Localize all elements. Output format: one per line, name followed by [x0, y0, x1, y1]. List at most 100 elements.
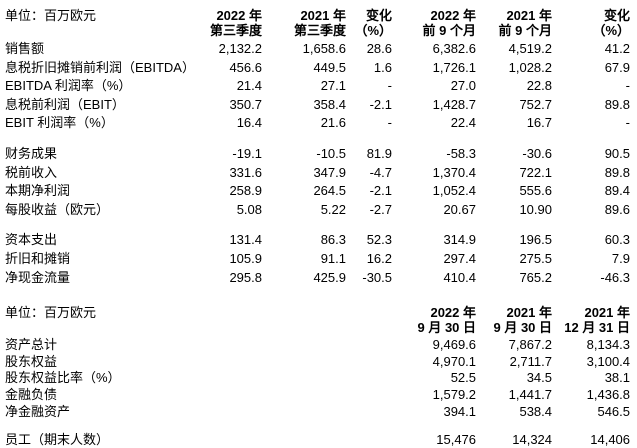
table-row-ebitda: 息税折旧摊销前利润（EBITDA） 456.6 449.5 1.6 1,726.…	[5, 59, 630, 78]
cell: 22.4	[450, 115, 476, 131]
cell: 4,519.2	[508, 41, 552, 56]
cell: 27.0	[450, 78, 476, 94]
cell: 41.2	[604, 41, 630, 56]
table-row-net-financial-assets: 净金融资产 394.1 538.4 546.5	[5, 404, 630, 421]
cell: 1,726.1	[432, 59, 476, 75]
cell: 1,028.2	[508, 59, 552, 75]
cell: -	[387, 78, 392, 94]
cell: 16.4	[236, 115, 262, 131]
cell: 196.5	[519, 232, 552, 248]
cell: 9,469.6	[432, 337, 477, 353]
cell: 752.7	[519, 96, 552, 112]
cell: 8,134.3	[586, 337, 631, 353]
cell: -58.3	[446, 145, 476, 161]
cell: 2,132.2	[218, 41, 262, 56]
cell: 3,100.4	[586, 353, 631, 369]
cell: -46.3	[600, 269, 630, 285]
cell: 131.4	[229, 232, 262, 248]
cell: 34.5	[526, 370, 553, 386]
table-row-financial-result: 财务成果 -19.1 -10.5 81.9 -58.3 -30.6 90.5	[5, 133, 630, 164]
cell: 1,658.6	[302, 41, 346, 56]
cell: 21.4	[236, 78, 262, 94]
col-header-2021-12-31: 2021 年 12 月 31 日	[564, 305, 631, 336]
cell: 1,441.7	[508, 386, 553, 402]
table-row-net-cash-flow: 净现金流量 295.8 425.9 -30.5 410.4 765.2 -46.…	[5, 269, 630, 288]
cell: 2,711.7	[509, 353, 553, 369]
table-row-employees: 员工（期末人数） 15,476 14,324 14,406	[5, 420, 630, 448]
cell: 394.1	[443, 403, 477, 419]
cell: 297.4	[443, 250, 476, 266]
col-header-change-9m: 变化 （%）	[592, 8, 630, 38]
cell: 295.8	[229, 269, 262, 285]
cell: 16.7	[526, 115, 552, 131]
cell: 28.6	[366, 41, 392, 56]
cell: 449.5	[313, 59, 346, 75]
row-label: 员工（期末人数）	[5, 432, 110, 448]
row-label: 息税前利润（EBIT）	[5, 96, 125, 112]
cell: 425.9	[313, 269, 346, 285]
cell: 1,579.2	[432, 386, 477, 402]
cell: 27.1	[320, 78, 346, 94]
cell: 91.1	[320, 250, 346, 266]
cell: 67.9	[604, 59, 630, 75]
cell: 258.9	[229, 183, 262, 199]
row-label: 资本支出	[5, 232, 58, 248]
row-label: 财务成果	[5, 145, 58, 161]
table-row-depreciation: 折旧和摊销 105.9 91.1 16.2 297.4 275.5 7.9	[5, 250, 630, 269]
table-row-ebit: 息税前利润（EBIT） 350.7 358.4 -2.1 1,428.7 752…	[5, 96, 630, 115]
row-label: 股东权益比率（%）	[5, 370, 121, 386]
unit-label: 单位：百万欧元	[5, 8, 97, 23]
table-header-row: 单位：百万欧元 2022 年第三季度 2021 年第三季度 变化 （%） 2022…	[5, 8, 630, 40]
cell: 38.1	[604, 370, 631, 386]
cell: 264.5	[313, 183, 346, 199]
cell: -	[625, 78, 630, 94]
cell: 347.9	[313, 164, 346, 180]
cell: 7,867.2	[508, 337, 553, 353]
cell: 52.3	[366, 232, 392, 248]
cell: 20.67	[443, 201, 476, 217]
row-label: 本期净利润	[5, 183, 71, 199]
cell: 105.9	[229, 250, 262, 266]
cell: 21.6	[320, 115, 346, 131]
unit-label: 单位：百万欧元	[5, 305, 97, 321]
cell: 1,052.4	[432, 183, 476, 199]
table-row-ebit-margin: EBIT 利润率（%） 16.4 21.6 - 22.4 16.7 -	[5, 114, 630, 133]
cell: 89.4	[604, 183, 630, 199]
cell: -30.5	[362, 269, 392, 285]
cell: 722.1	[519, 164, 552, 180]
cell: 16.2	[366, 250, 392, 266]
cell: -2.1	[369, 96, 392, 112]
cell: 765.2	[519, 269, 552, 285]
cell: 410.4	[443, 269, 476, 285]
row-label: 税前收入	[5, 164, 58, 180]
col-header-9m-2022: 2022 年前 9 个月	[422, 8, 476, 38]
row-label: EBIT 利润率（%）	[5, 115, 114, 131]
cell: 81.9	[366, 145, 392, 161]
col-header-change-q: 变化 （%）	[354, 8, 392, 38]
row-label: 股东权益	[5, 353, 58, 369]
cell: 89.8	[604, 96, 630, 112]
cell: 7.9	[611, 250, 630, 266]
cell: -	[387, 115, 392, 131]
cell: 4,970.1	[432, 353, 477, 369]
row-label: 折旧和摊销	[5, 250, 71, 266]
table-row-sales: 销售额 2,132.2 1,658.6 28.6 6,382.6 4,519.2…	[5, 40, 630, 59]
table-row-equity: 股东权益 4,970.1 2,711.7 3,100.4	[5, 354, 630, 371]
cell: 15,476	[436, 432, 477, 448]
cell: 456.6	[229, 59, 262, 75]
row-label: 每股收益（欧元）	[5, 201, 110, 217]
cell: 1.6	[373, 59, 392, 75]
table-row-financial-liabilities: 金融负债 1,579.2 1,441.7 1,436.8	[5, 387, 630, 404]
cell: -	[625, 115, 630, 131]
cell: -4.7	[369, 164, 392, 180]
cell: -2.7	[369, 201, 392, 217]
cell: 358.4	[313, 96, 346, 112]
col-header-q3-2022: 2022 年第三季度	[209, 8, 262, 38]
row-label: 息税折旧摊销前利润（EBITDA）	[5, 59, 195, 75]
cell: 538.4	[519, 403, 553, 419]
row-label: EBITDA 利润率（%）	[5, 78, 132, 94]
cell: 10.90	[519, 201, 552, 217]
